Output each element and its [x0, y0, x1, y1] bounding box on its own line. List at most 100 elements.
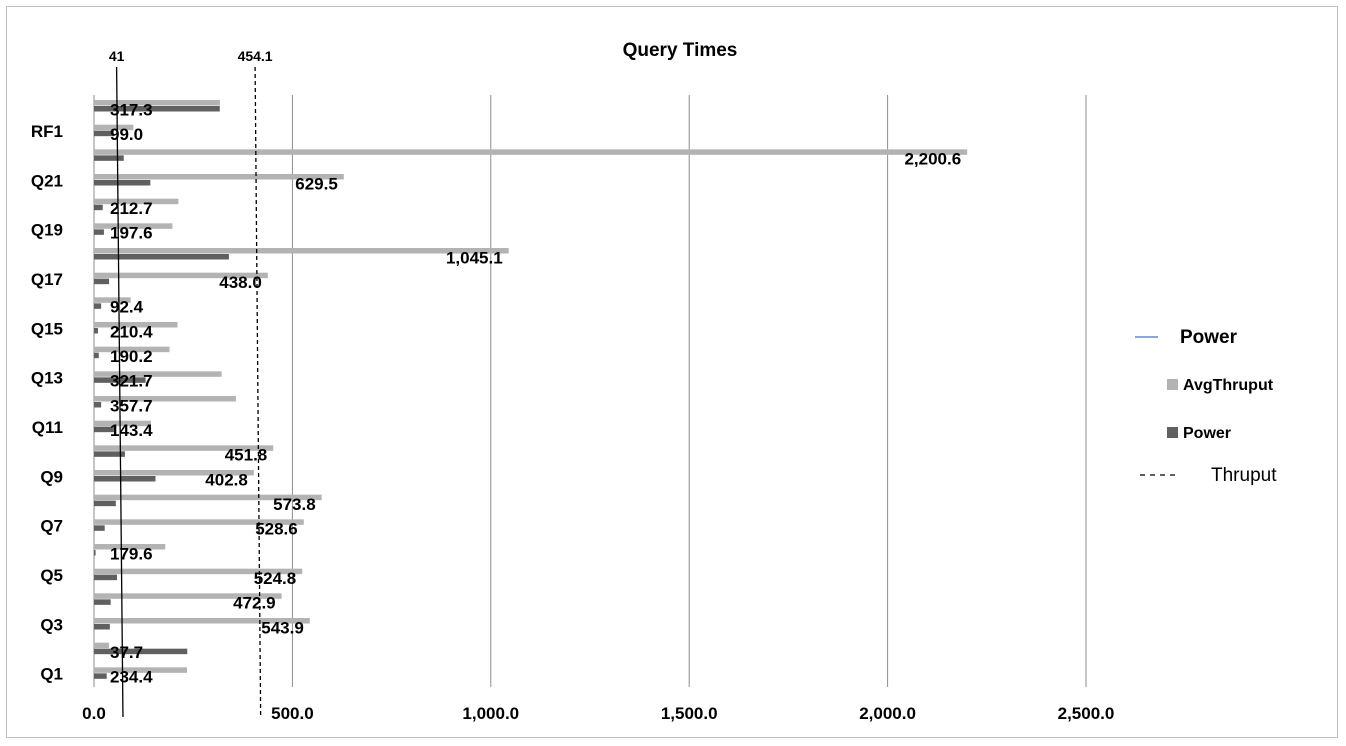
legend-marker-power-bar: [1167, 427, 1178, 438]
bar-power-q6: [94, 550, 96, 556]
category-label-q17: Q17: [31, 270, 63, 289]
bar-power-q9: [94, 476, 156, 482]
data-label-rf2: 317.3: [110, 100, 153, 119]
bar-avgthruput-q7: [94, 519, 304, 525]
reference-line-thruput: [254, 66, 262, 718]
bar-power-q5: [94, 574, 118, 581]
category-label-q13: Q13: [31, 369, 63, 388]
data-label-q14: 190.2: [110, 347, 153, 366]
bar-power-rf1: [94, 130, 114, 137]
data-label-q10: 451.8: [225, 446, 268, 465]
data-label-q1: 234.4: [110, 668, 153, 687]
bar-power-q15: [94, 328, 98, 334]
chart-title: Query Times: [623, 40, 738, 61]
bar-avgthruput-q13: [94, 371, 222, 377]
reference-line-label-power: 41: [109, 48, 125, 64]
bar-power-q8: [94, 500, 116, 507]
bar-avgthruput-q9: [94, 470, 254, 476]
bar-power-q14: [94, 352, 99, 359]
x-tick-label: 2,000.0: [859, 704, 916, 723]
bar-avgthruput-rf2: [94, 100, 220, 106]
bars: [94, 100, 968, 679]
bar-avgthruput-rf1: [94, 124, 134, 131]
legend: Power AvgThruput Power Thruput: [1135, 327, 1277, 486]
bar-power-q18: [94, 254, 229, 260]
legend-label-power-line: Power: [1180, 327, 1238, 348]
y-axis-category-labels: Q1 Q3 Q5 Q7 Q9 Q11 Q13 Q15 Q17 Q19 Q21 RF1: [31, 122, 63, 684]
category-label-q1: Q1: [40, 665, 63, 684]
category-label-q15: Q15: [31, 319, 63, 338]
reference-line-power: [115, 66, 124, 718]
data-label-rf1: 99.0: [110, 125, 143, 144]
bar-power-q21: [94, 180, 151, 186]
bar-power-q11: [94, 426, 114, 433]
category-label-q19: Q19: [31, 221, 63, 240]
bar-avgthruput-q3: [94, 618, 310, 624]
bar-power-q4: [94, 599, 111, 605]
data-label-q9: 402.8: [205, 470, 248, 489]
bar-avgthruput-q15: [94, 322, 178, 328]
bar-avgthruput-q8: [94, 494, 322, 501]
bar-avgthruput-q19: [94, 223, 173, 229]
x-tick-label: 500.0: [271, 704, 314, 723]
category-label-q11: Q11: [32, 418, 63, 437]
category-label-rf1: RF1: [31, 122, 63, 141]
bar-power-rf2: [94, 106, 220, 112]
bar-power-q22: [94, 155, 124, 161]
bar-avgthruput-q14: [94, 346, 170, 353]
bar-power-q16: [94, 303, 102, 309]
gridlines: [93, 95, 1087, 687]
x-axis-tick-labels: 0.0 500.0 1,000.0 1,500.0 2,000.0 2,500.0: [82, 704, 1114, 723]
data-label-q20: 212.7: [110, 199, 153, 218]
reference-line-label-thruput: 454.1: [238, 48, 273, 64]
data-label-q8: 573.8: [273, 495, 316, 514]
data-label-q11: 143.4: [110, 421, 153, 440]
data-label-q4: 472.9: [233, 594, 276, 613]
bar-avgthruput-q11: [94, 420, 151, 427]
bar-avgthruput-q10: [94, 445, 274, 451]
data-label-q13: 321.7: [110, 372, 153, 391]
x-tick-label: 2,500.0: [1058, 704, 1115, 723]
data-label-q19: 197.6: [110, 224, 153, 243]
data-label-q16: 92.4: [110, 298, 144, 317]
bar-power-q2: [94, 648, 188, 655]
bar-avgthruput-q20: [94, 198, 179, 205]
data-label-q5: 524.8: [254, 569, 297, 588]
bar-avgthruput-q22: [94, 149, 968, 155]
bar-avgthruput-q2: [94, 642, 109, 649]
legend-label-power-bar: Power: [1183, 425, 1231, 442]
data-label-q15: 210.4: [110, 322, 153, 341]
bar-power-q7: [94, 525, 105, 531]
data-label-q6: 179.6: [110, 544, 153, 563]
data-label-q18: 1,045.1: [446, 248, 503, 267]
data-label-q17: 438.0: [219, 273, 262, 292]
bar-avgthruput-q6: [94, 544, 166, 550]
category-label-q7: Q7: [40, 517, 63, 536]
legend-marker-avgthruput-bar: [1167, 379, 1178, 390]
bar-avgthruput-q21: [94, 174, 344, 180]
reference-lines: 41 454.1: [109, 48, 273, 718]
bar-avgthruput-q4: [94, 593, 282, 599]
data-label-q22: 2,200.6: [904, 150, 961, 169]
bar-power-q3: [94, 624, 110, 630]
category-label-q5: Q5: [40, 566, 63, 585]
data-label-q21: 629.5: [295, 174, 338, 193]
bar-avgthruput-q12: [94, 396, 236, 402]
data-label-q2: 37.7: [110, 643, 143, 662]
bar-power-q1: [94, 673, 107, 679]
x-tick-label: 1,000.0: [462, 704, 519, 723]
bar-avgthruput-q1: [94, 667, 188, 673]
category-label-q9: Q9: [40, 467, 63, 486]
x-tick-label: 0.0: [82, 704, 106, 723]
data-label-q7: 528.6: [255, 520, 298, 539]
bar-power-q19: [94, 229, 104, 235]
chart-frame: Query Times 0.0 500.0 1,000.0 1,500.0 2,000.…: [6, 6, 1338, 738]
bar-avgthruput-q16: [94, 297, 131, 303]
data-label-q3: 543.9: [261, 618, 304, 637]
category-label-q21: Q21: [31, 171, 63, 190]
data-label-q12: 357.7: [110, 396, 153, 415]
data-labels: 234.4 37.7 543.9 472.9 524.8 179.6 528.6 573.8 4…: [110, 100, 961, 686]
legend-label-avgthruput-bar: AvgThruput: [1183, 377, 1274, 394]
bar-avgthruput-q17: [94, 272, 268, 279]
bar-avgthruput-q18: [94, 248, 509, 254]
